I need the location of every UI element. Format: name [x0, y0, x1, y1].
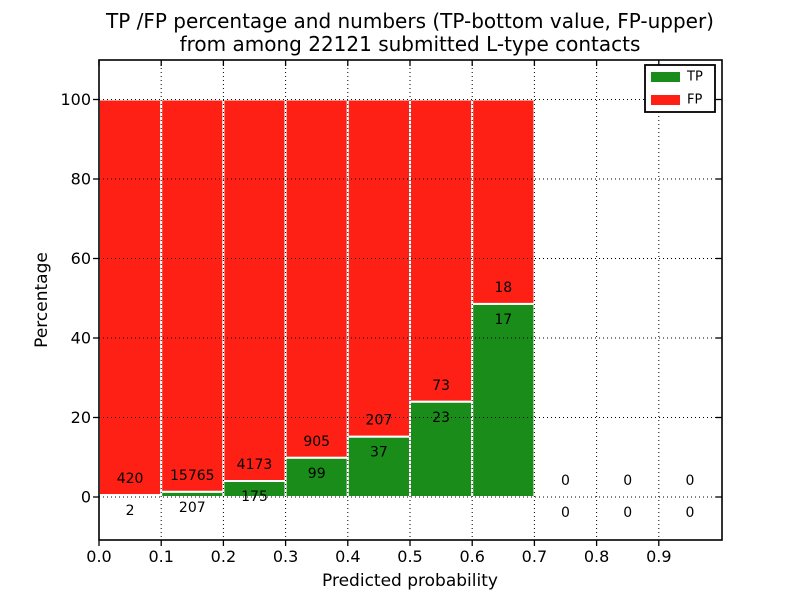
y-tick-label: 20: [71, 408, 91, 427]
y-tick-label: 60: [71, 249, 91, 268]
legend-swatch-tp: [651, 72, 680, 82]
tick-labels-layer: 0.0 0.1 0.2 0.3 0.4 0.5 0.6 0.7 0.8 0.90204060801…: [60, 90, 671, 566]
bar-fp-segment: [471, 98, 536, 305]
bar-fp-segment: [346, 98, 411, 438]
tp-count-label: 0: [561, 505, 570, 521]
fp-count-label: 420: [117, 471, 144, 487]
tp-count-label: 0: [623, 505, 632, 521]
chart-title-line1: TP /FP percentage and numbers (TP-bottom…: [105, 9, 714, 33]
bar-tp-segment: [409, 400, 474, 498]
y-tick-label: 80: [71, 170, 91, 189]
tp-count-label: 99: [308, 466, 326, 482]
x-tick-label: 0.8: [584, 547, 609, 566]
x-tick-label: 0.2: [211, 547, 236, 566]
count-labels-layer: 420 2 15765 207 4173 175 905 99 207 37 73 23 18 17 0 0 0…: [117, 280, 695, 521]
bar-fp-segment: [98, 98, 163, 497]
x-tick-label: 0.9: [646, 547, 671, 566]
chart-title-line2: from among 22121 submitted L-type contac…: [180, 32, 641, 56]
bar-fp-segment: [409, 98, 474, 403]
fp-count-label: 18: [494, 280, 512, 296]
bar-tp-segment: [471, 302, 536, 498]
tp-count-label: 207: [179, 500, 206, 516]
legend-swatch-fp: [651, 95, 680, 105]
fp-count-label: 4173: [237, 457, 273, 473]
y-tick-label: 100: [60, 90, 91, 109]
legend-label-fp: FP: [687, 93, 702, 108]
fp-count-label: 15765: [170, 468, 215, 484]
x-tick-label: 0.6: [459, 547, 484, 566]
legend: TP FP: [644, 64, 716, 113]
x-tick-label: 0.0: [86, 547, 111, 566]
fp-count-label: 0: [685, 473, 694, 489]
x-tick-label: 0.3: [273, 547, 298, 566]
fp-count-label: 0: [561, 473, 570, 489]
bar-tp-segment: [284, 456, 349, 499]
bar-tp-segment: [160, 490, 225, 498]
bars-layer: [98, 98, 536, 499]
fp-count-label: 73: [432, 378, 450, 394]
x-tick-label: 0.7: [522, 547, 547, 566]
tp-count-label: 37: [370, 445, 388, 461]
fp-count-label: 0: [623, 473, 632, 489]
x-axis-label: Predicted probability: [322, 571, 498, 591]
gridlines-layer: [99, 60, 722, 540]
x-tick-label: 0.5: [397, 547, 422, 566]
bar-tp-segment: [346, 435, 411, 498]
x-tick-label: 0.4: [335, 547, 360, 566]
y-tick-label: 0: [81, 488, 91, 507]
bar-fp-segment: [284, 98, 349, 459]
fp-count-label: 905: [303, 434, 330, 450]
bar-fp-segment: [160, 98, 225, 493]
tp-count-label: 23: [432, 410, 450, 426]
x-tick-label: 0.1: [148, 547, 173, 566]
legend-label-tp: TP: [686, 70, 703, 85]
tp-count-label: 0: [685, 505, 694, 521]
y-axis-label: Percentage: [32, 252, 52, 348]
tp-count-label: 2: [126, 503, 135, 519]
fp-count-label: 207: [366, 413, 393, 429]
bar-fp-segment: [222, 98, 287, 483]
y-tick-label: 40: [71, 329, 91, 348]
tp-count-label: 17: [494, 312, 512, 328]
tp-count-label: 175: [241, 489, 268, 505]
